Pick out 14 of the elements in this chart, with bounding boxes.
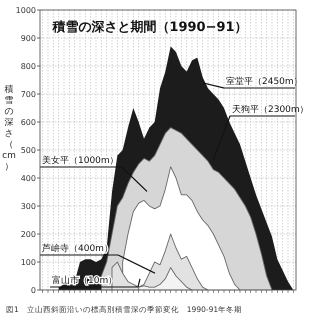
y-tick-label: 100 [20, 258, 36, 267]
y-tick-label: 1000 [16, 6, 36, 15]
y-tick-label: 200 [20, 230, 36, 239]
y-tick-label: 900 [20, 34, 36, 43]
y-axis-title: 積雪の深さ（cm） [2, 85, 16, 172]
y-tick-label: 300 [20, 202, 36, 211]
y-tick-label: 0 [30, 286, 36, 295]
y-tick-label: 600 [20, 118, 36, 127]
y-tick-label: 700 [20, 90, 36, 99]
y-tick-label: 500 [20, 146, 36, 155]
text: 積雪の深さと期間（1990−91） [51, 20, 248, 35]
legend-label: 室堂平（2450m） [226, 76, 303, 87]
y-tick-label: 400 [20, 174, 36, 183]
y-tick-label: 800 [20, 62, 36, 71]
